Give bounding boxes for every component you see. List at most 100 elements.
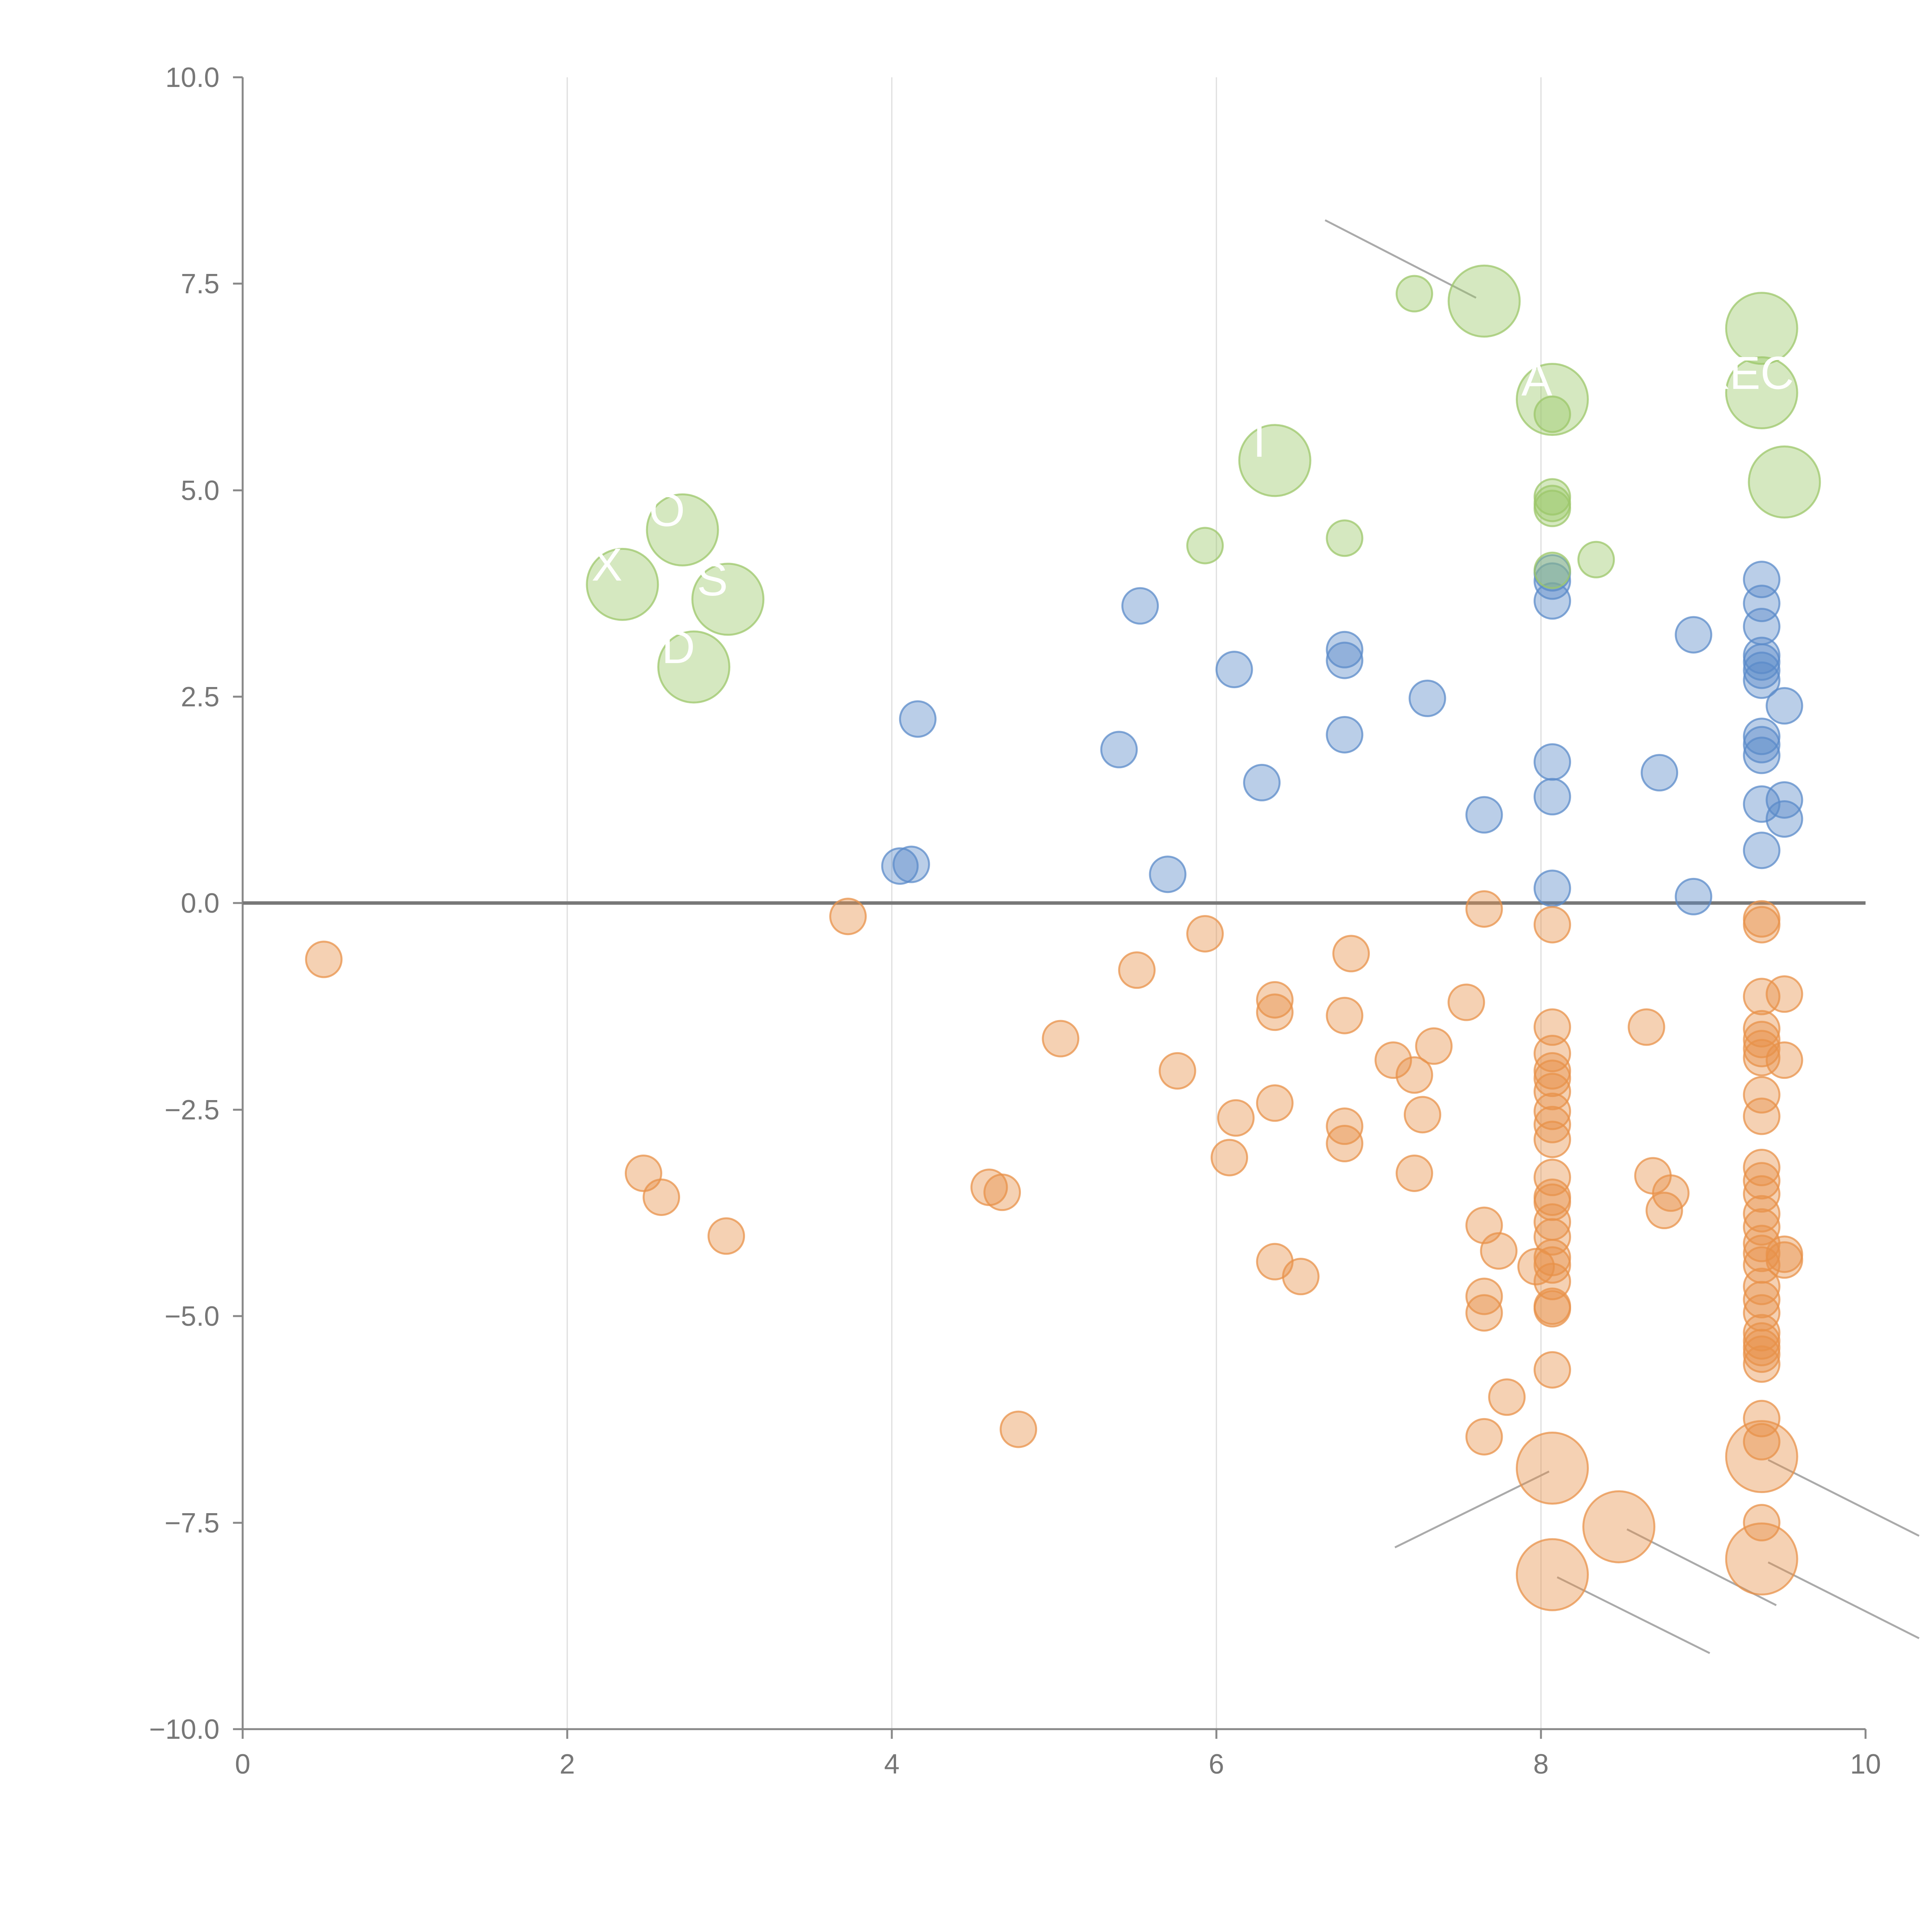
y-tick-0: 0.0 (181, 888, 243, 919)
orange-point (1743, 906, 1781, 944)
large-point (1238, 424, 1311, 497)
blue-point (1743, 718, 1781, 755)
blue-point (1743, 661, 1781, 699)
orange-point (1415, 1027, 1453, 1065)
green-point (1533, 395, 1571, 433)
large-point (586, 548, 659, 621)
orange-point (1447, 983, 1485, 1021)
orange-point (1465, 1277, 1503, 1315)
orange-point (1480, 1232, 1518, 1270)
y-tick-neg-7-5: −7.5 (165, 1508, 243, 1539)
data-points (305, 275, 1803, 1542)
orange-point (1743, 1076, 1781, 1114)
blue-point (1121, 587, 1159, 625)
orange-point (1465, 890, 1503, 928)
orange-point (1765, 1041, 1803, 1079)
orange-point (1533, 1121, 1571, 1158)
point-annotation: D (662, 621, 695, 673)
green-point (1186, 527, 1224, 565)
blue-point (1533, 743, 1571, 781)
orange-point (1395, 1056, 1433, 1094)
orange-point (1533, 1290, 1571, 1328)
y-tick-5: 5.0 (181, 475, 243, 506)
orange-point (1118, 951, 1156, 989)
y-tick-label: −5.0 (165, 1301, 219, 1332)
orange-point (1217, 1099, 1255, 1137)
orange-point (1743, 1010, 1781, 1048)
orange-point (1743, 1149, 1781, 1186)
y-tick-neg-2-5: −2.5 (165, 1095, 243, 1126)
orange-point (1488, 1378, 1526, 1416)
large-point (1447, 264, 1521, 338)
orange-point (1743, 1281, 1781, 1318)
large-point (1725, 292, 1798, 365)
point-annotation: A (1521, 354, 1552, 406)
y-tick-10: 10.0 (165, 62, 243, 93)
green-point (1326, 519, 1364, 557)
orange-point (1743, 1195, 1781, 1233)
x-tick-10: 10 (1850, 1729, 1881, 1780)
blue-point (1533, 869, 1571, 907)
x-tick-6: 6 (1209, 1729, 1224, 1780)
orange-point (1743, 1162, 1781, 1200)
green-point (1577, 541, 1615, 578)
ticks: 0 2 4 6 8 10 10.0 7.5 (149, 62, 1881, 1780)
orange-point (1000, 1410, 1037, 1448)
orange-point (1765, 1241, 1803, 1279)
blue-point (899, 700, 937, 738)
y-tick-label: −2.5 (165, 1095, 219, 1126)
large-point (1515, 1538, 1589, 1611)
blue-point (1533, 778, 1571, 816)
orange-point (1765, 975, 1803, 1013)
blue-point (1465, 796, 1503, 834)
orange-point (1533, 1105, 1571, 1143)
y-tick-2-5: 2.5 (181, 682, 243, 713)
blue-point (1765, 687, 1803, 725)
large-point (691, 563, 765, 636)
orange-point (829, 898, 867, 935)
blue-point (1675, 878, 1713, 915)
orange-point (1332, 935, 1370, 973)
blue-point (1100, 731, 1138, 769)
orange-point (1256, 1084, 1294, 1122)
point-annotation: X (592, 539, 622, 590)
orange-point (1533, 1073, 1571, 1111)
orange-point (1533, 1246, 1571, 1284)
y-tick-label: 5.0 (181, 475, 219, 506)
point-annotation: I (1253, 415, 1266, 467)
x-tick-label: 0 (235, 1749, 250, 1780)
orange-point (1743, 1208, 1781, 1246)
blue-point (1743, 651, 1781, 689)
blue-point (1765, 781, 1803, 819)
x-tick-2: 2 (560, 1729, 575, 1780)
orange-point (1743, 1175, 1781, 1213)
x-tick-label: 6 (1209, 1749, 1224, 1780)
orange-point (983, 1173, 1021, 1211)
point-annotation: XEC (1699, 347, 1794, 399)
y-tick-neg-10: −10.0 (149, 1714, 243, 1745)
orange-point (1042, 1020, 1080, 1058)
orange-point (1743, 1314, 1781, 1352)
green-point (1533, 490, 1571, 527)
green-point (1533, 551, 1571, 589)
orange-point (1533, 1060, 1571, 1097)
large-point (1515, 1432, 1589, 1505)
orange-point (1158, 1052, 1196, 1090)
blue-point (1743, 785, 1781, 823)
blue-point (1326, 631, 1364, 668)
large-point (1582, 1490, 1656, 1563)
blue-point (892, 845, 930, 883)
blue-point (1675, 616, 1713, 654)
orange-point (1533, 1092, 1571, 1130)
x-tick-label: 4 (884, 1749, 900, 1780)
blue-point (1243, 764, 1281, 801)
large-data-points (586, 264, 1821, 1611)
orange-point (305, 940, 343, 978)
orange-point (1533, 1008, 1571, 1046)
blue-point (1533, 562, 1571, 600)
orange-point (1465, 1418, 1503, 1456)
x-tick-label: 10 (1850, 1749, 1881, 1780)
point-annotation: O (649, 484, 685, 536)
orange-point (1282, 1258, 1320, 1296)
